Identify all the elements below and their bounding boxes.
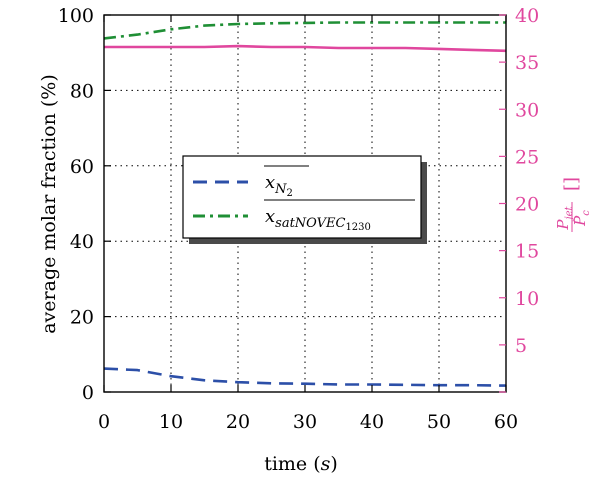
- x-axis-ticks: 0 10 20 30 40 50 60: [98, 15, 518, 433]
- y-right-tick-label: 25: [515, 146, 539, 168]
- series-line-x-satnovec1230: [103, 21, 506, 40]
- y-left-tick-label: 0: [82, 382, 94, 404]
- y-left-tick-label: 100: [58, 5, 94, 27]
- y-left-tick-label: 60: [70, 156, 94, 178]
- y-left-tick-label: 80: [70, 80, 94, 102]
- svg-text:Pjet: Pjet: [554, 205, 575, 230]
- series-line-x-n2: [103, 367, 507, 387]
- y-right-tick-label: 15: [515, 241, 539, 263]
- svg-text:xsatNOVEC1230: xsatNOVEC1230: [265, 206, 371, 233]
- x-tick-label: 60: [494, 411, 518, 433]
- y-right-tick-label: 10: [515, 288, 539, 310]
- y-right-tick-label: 30: [515, 99, 539, 121]
- y-right-tick-label: 5: [515, 335, 527, 357]
- legend: xN2 xsatNOVEC1230: [182, 155, 427, 244]
- x-tick-label: 50: [427, 411, 451, 433]
- svg-text:[]: []: [561, 177, 582, 191]
- x-axis-label: time (s): [264, 453, 338, 475]
- y-axis-left-label: average molar fraction (%): [38, 74, 60, 334]
- x-tick-label: 30: [293, 411, 317, 433]
- x-tick-label: 10: [159, 411, 183, 433]
- y-right-tick-label: 20: [515, 194, 539, 216]
- legend-label-x-sat-novec: xsatNOVEC1230: [264, 199, 415, 233]
- y-right-tick-label: 40: [515, 5, 539, 27]
- x-tick-label: 20: [226, 411, 250, 433]
- y-axis-right-label: Pjet Pc []: [554, 177, 592, 232]
- svg-text:Pc: Pc: [571, 210, 592, 227]
- y-left-tick-label: 40: [70, 231, 94, 253]
- y-left-tick-label: 20: [70, 307, 94, 329]
- svg-text:xN2: xN2: [265, 172, 293, 199]
- series-line-p-jet-p-c: [104, 44, 507, 53]
- legend-label-x-n2: xN2: [264, 165, 309, 199]
- y-axis-left-ticks: 0 20 40 60 80 100: [58, 5, 111, 404]
- y-right-tick-label: 35: [515, 52, 539, 74]
- x-tick-label: 40: [360, 411, 384, 433]
- x-tick-label: 0: [98, 411, 110, 433]
- y-axis-right-ticks: 5 10 15 20 25 30 35 40: [499, 5, 539, 393]
